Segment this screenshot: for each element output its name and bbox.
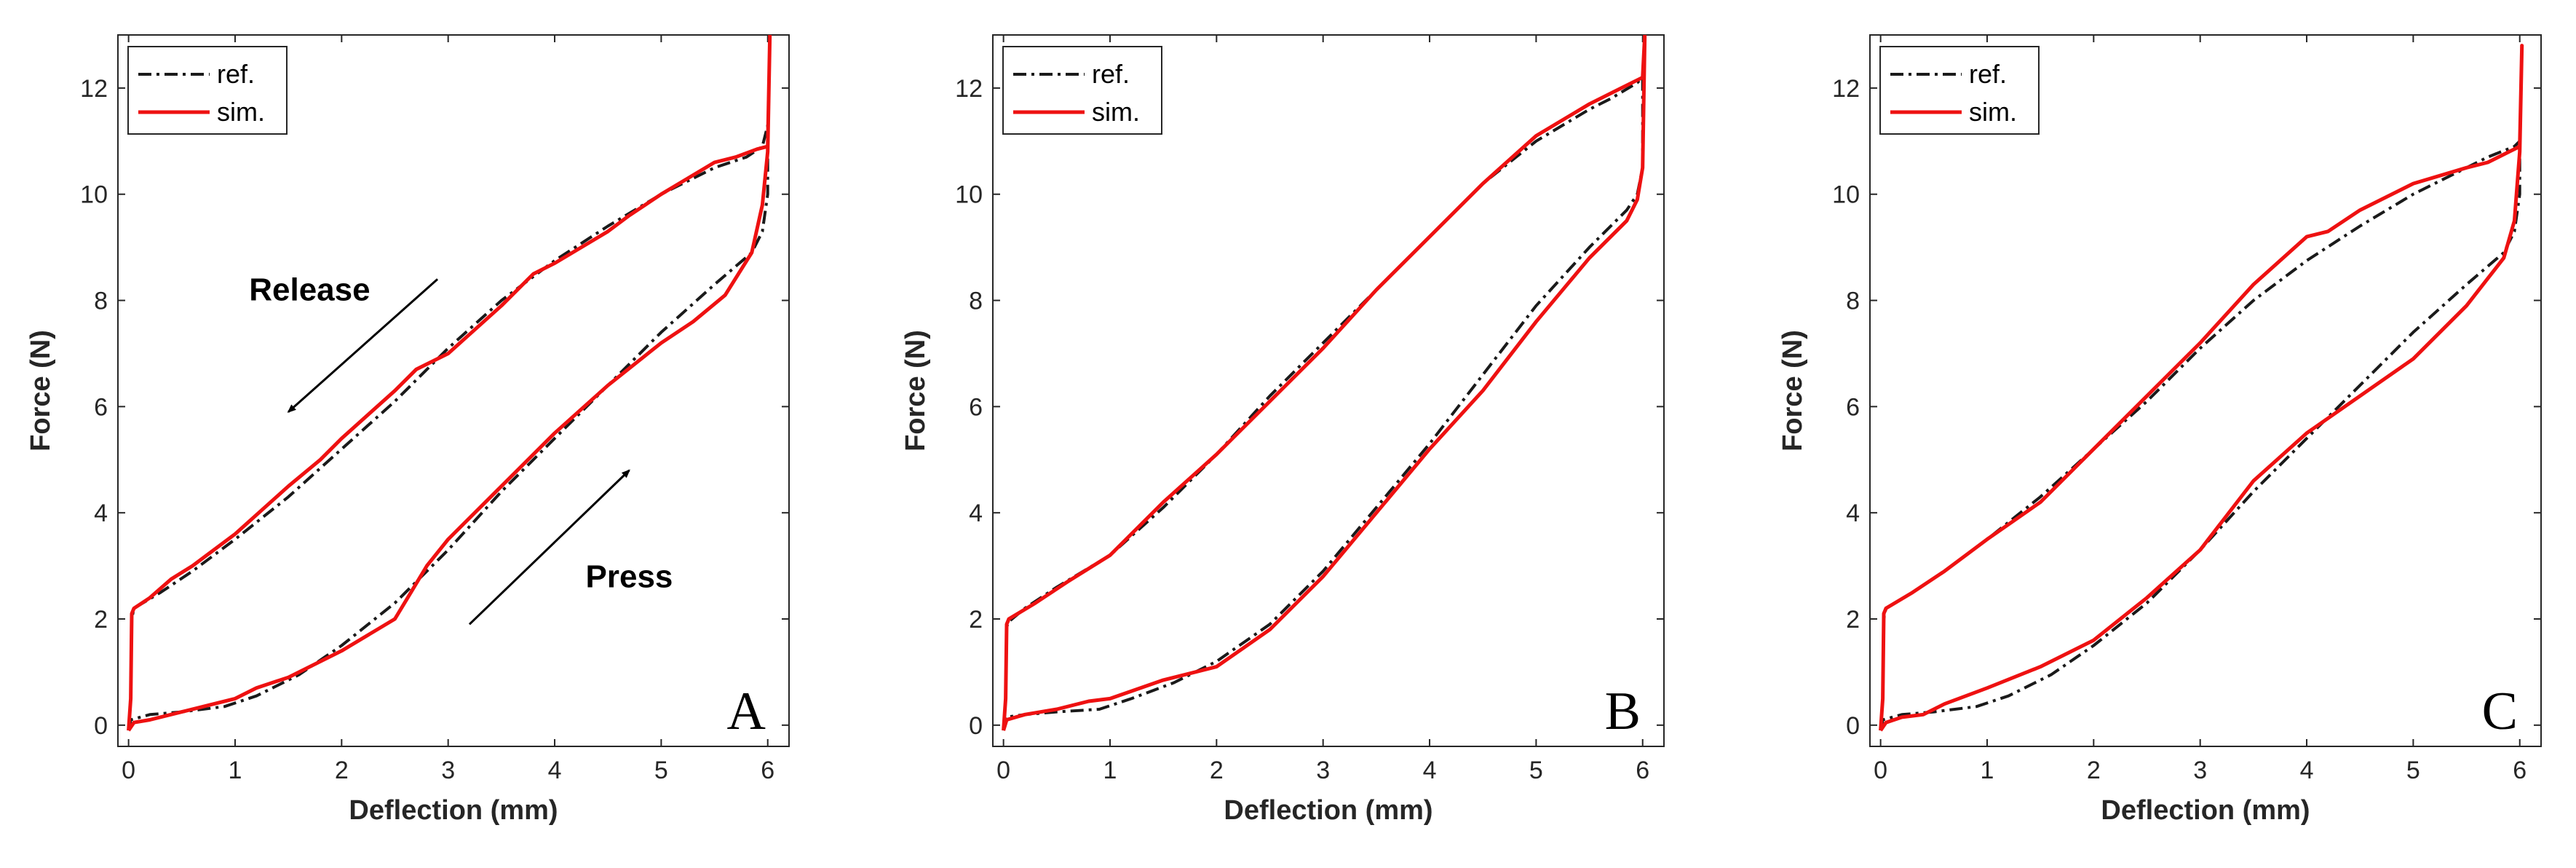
x-tick-label: 2: [335, 757, 349, 784]
x-tick-label: 6: [761, 757, 774, 784]
panel-letter: B: [1605, 682, 1641, 741]
series-sim-line: [127, 35, 772, 732]
x-axis-label: Deflection (mm): [349, 795, 558, 826]
legend-ref-label: ref.: [217, 59, 255, 89]
x-tick-label: 1: [1981, 757, 1994, 784]
x-tick-label: 3: [2193, 757, 2207, 784]
y-tick-label: 2: [94, 606, 108, 634]
x-tick-label: 5: [1529, 757, 1543, 784]
legend-box: [1879, 46, 2040, 135]
series-ref-line: [127, 123, 769, 731]
x-tick-label: 5: [2406, 757, 2420, 784]
x-tick-label: 2: [1210, 757, 1224, 784]
legend-sim-label: sim.: [217, 97, 265, 127]
y-tick-label: 10: [1832, 181, 1860, 209]
legend-ref-label: ref.: [1969, 59, 2007, 89]
y-tick-label: 0: [94, 712, 108, 740]
axes-box: [992, 34, 1665, 747]
y-tick-label: 10: [955, 181, 983, 209]
series-ref-line: [1879, 139, 2521, 731]
y-tick-label: 8: [94, 288, 108, 315]
annotation-arrow: [468, 469, 630, 626]
panel-letter: A: [727, 682, 766, 741]
axes-box: [1869, 34, 2542, 747]
x-tick-label: 3: [441, 757, 455, 784]
y-tick-label: 0: [1846, 712, 1860, 740]
y-tick-label: 2: [969, 606, 983, 634]
series-sim-line: [1002, 35, 1647, 731]
y-tick-label: 4: [94, 500, 108, 527]
axes-box: [117, 34, 790, 747]
y-tick-label: 6: [969, 393, 983, 421]
y-tick-label: 4: [969, 500, 983, 527]
series-sim-line: [1879, 44, 2524, 732]
annotation-arrow: [287, 278, 439, 413]
x-tick-label: 6: [2513, 757, 2527, 784]
panel-letter: C: [2482, 682, 2518, 741]
legend-ref-label: ref.: [1092, 59, 1130, 89]
y-tick-label: 12: [80, 75, 108, 103]
annotation-press: Press: [586, 559, 673, 594]
legend-box: [127, 46, 288, 135]
y-tick-label: 10: [80, 181, 108, 209]
y-tick-label: 12: [1832, 75, 1860, 103]
y-axis-label: Force (N): [25, 330, 56, 451]
x-axis-label: Deflection (mm): [2101, 795, 2310, 826]
y-tick-label: 4: [1846, 500, 1860, 527]
x-tick-label: 0: [996, 757, 1010, 784]
y-tick-label: 8: [969, 288, 983, 315]
y-tick-label: 8: [1846, 288, 1860, 315]
x-tick-label: 2: [2087, 757, 2101, 784]
y-tick-label: 6: [94, 393, 108, 421]
legend-sim-label: sim.: [1969, 97, 2017, 127]
y-tick-label: 0: [969, 712, 983, 740]
x-tick-label: 1: [1103, 757, 1117, 784]
y-axis-label: Force (N): [1778, 330, 1808, 451]
annotation-release: Release: [249, 272, 370, 308]
x-tick-label: 0: [1874, 757, 1887, 784]
x-tick-label: 6: [1636, 757, 1649, 784]
y-axis-label: Force (N): [900, 330, 931, 451]
x-tick-label: 5: [654, 757, 668, 784]
y-tick-label: 12: [955, 75, 983, 103]
y-tick-label: 6: [1846, 393, 1860, 421]
y-tick-label: 2: [1846, 606, 1860, 634]
legend-sim-label: sim.: [1092, 97, 1140, 127]
x-tick-label: 0: [122, 757, 135, 784]
x-tick-label: 4: [2300, 757, 2314, 784]
x-tick-label: 3: [1316, 757, 1330, 784]
x-axis-label: Deflection (mm): [1224, 795, 1432, 826]
x-tick-label: 4: [1423, 757, 1437, 784]
series-ref-line: [1002, 76, 1644, 731]
x-tick-label: 4: [548, 757, 562, 784]
legend-box: [1002, 46, 1162, 135]
x-tick-label: 1: [229, 757, 242, 784]
